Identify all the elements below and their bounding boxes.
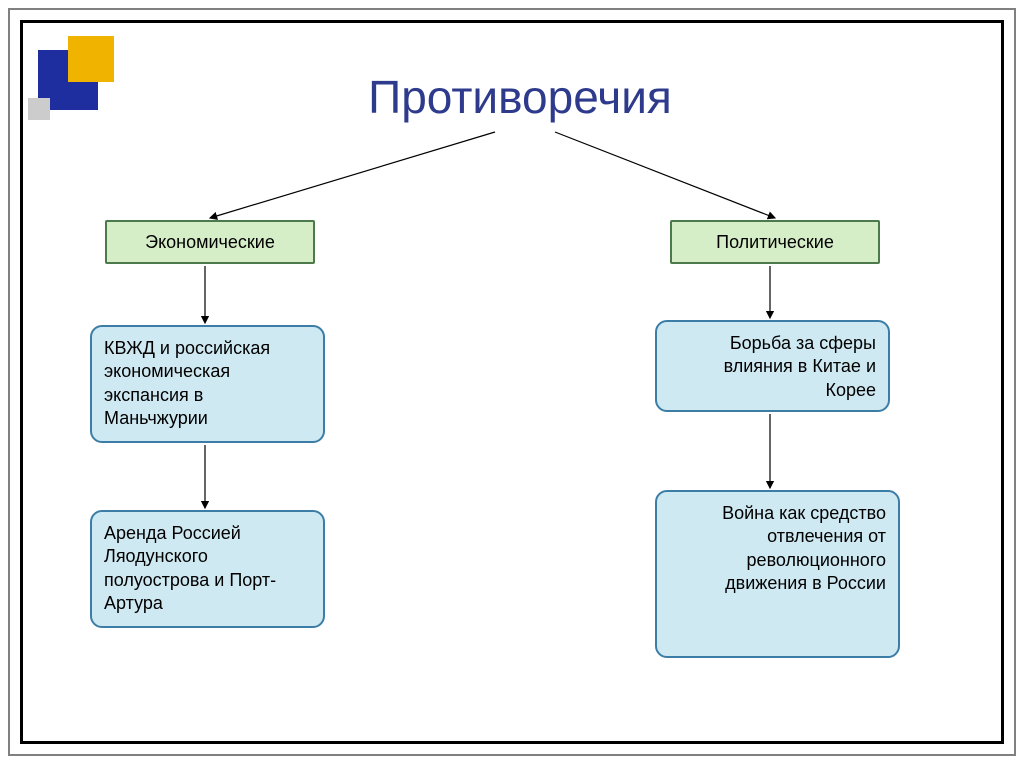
detail-econ-1: КВЖД и российская экономическая экспанси… — [90, 325, 325, 443]
logo-rect-yellow — [68, 36, 114, 82]
category-economic: Экономические — [105, 220, 315, 264]
detail-pol-2: Война как средство отвлечения от революц… — [655, 490, 900, 658]
diagram-title: Противоречия — [330, 70, 710, 124]
detail-econ-2: Аренда Россией Ляодунского полуострова и… — [90, 510, 325, 628]
logo-rect-grey — [28, 98, 50, 120]
detail-pol-1: Борьба за сферы влияния в Китае и Корее — [655, 320, 890, 412]
category-political: Политические — [670, 220, 880, 264]
